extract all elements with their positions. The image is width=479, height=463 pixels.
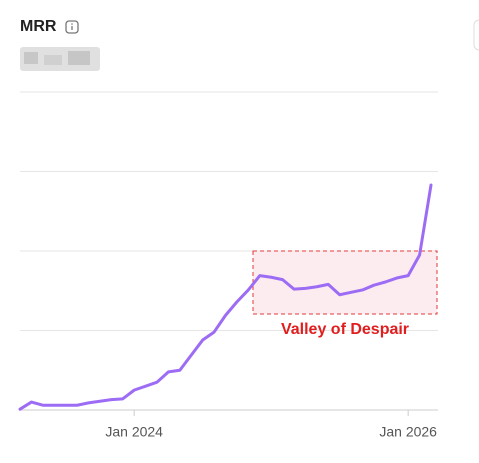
blur-patch xyxy=(68,51,90,65)
x-tick-label: Jan 2026 xyxy=(379,424,437,440)
annotation: Valley of Despair xyxy=(281,321,409,338)
info-icon-dot xyxy=(71,23,73,25)
blur-patch xyxy=(44,55,62,65)
side-control[interactable] xyxy=(473,19,479,51)
info-icon[interactable] xyxy=(65,20,79,34)
line-series xyxy=(18,183,433,411)
blur-patch xyxy=(24,52,38,64)
annotation-box xyxy=(252,250,438,315)
info-icon-box xyxy=(65,20,79,34)
chart-title: MRR xyxy=(20,18,57,35)
x-tick-label: Jan 2024 xyxy=(105,424,163,440)
blurred-value xyxy=(20,47,100,71)
